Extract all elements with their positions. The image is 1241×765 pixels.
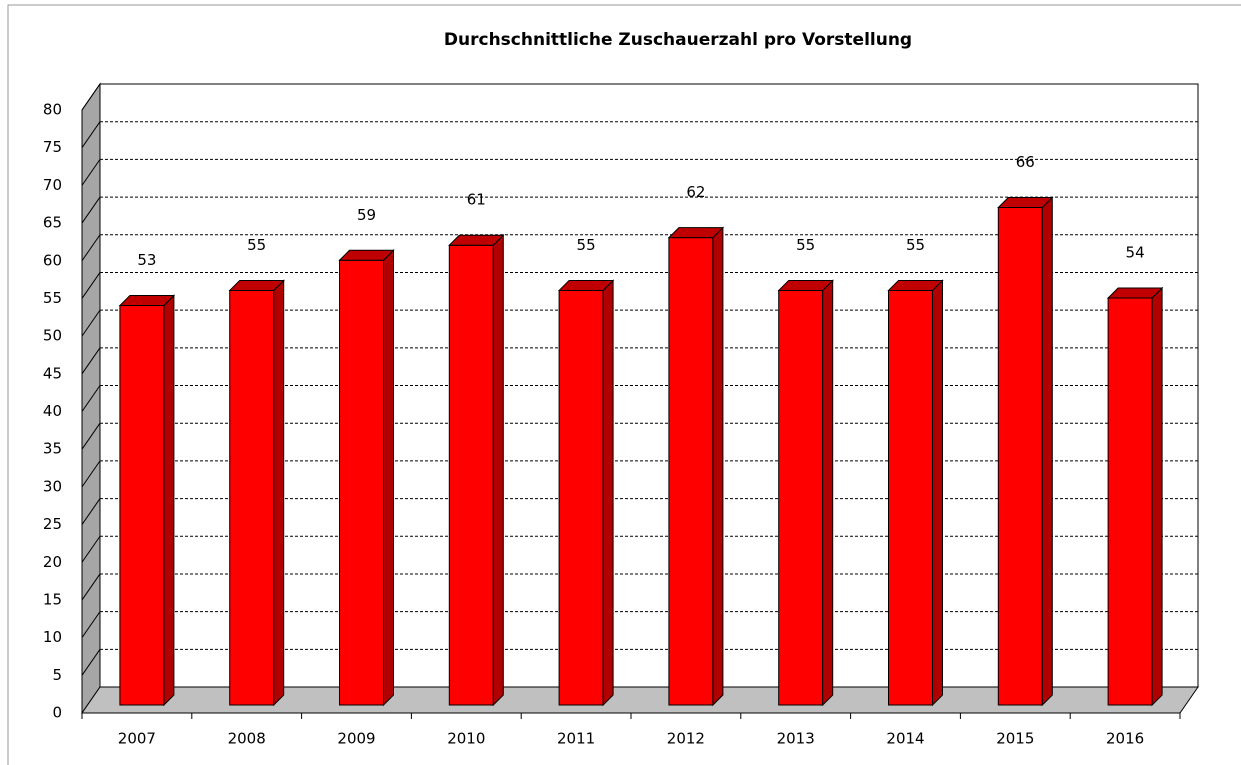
y-tick-label: 5 — [52, 666, 62, 684]
bar-face — [338, 249, 395, 261]
bar-face — [492, 234, 504, 707]
grid-line-side — [81, 234, 101, 262]
bar-face — [888, 289, 933, 706]
bar — [777, 279, 834, 707]
value-label: 55 — [247, 236, 266, 254]
y-tick-label: 50 — [43, 327, 62, 345]
grid-line-side — [81, 573, 101, 601]
bar-face — [448, 244, 494, 706]
grid-line-side — [81, 498, 101, 525]
value-label: 55 — [906, 236, 925, 254]
grid-line-side — [81, 196, 101, 224]
bar-face — [777, 279, 834, 291]
bar-face — [118, 295, 176, 307]
grid-line-side — [81, 83, 101, 111]
bar — [1106, 286, 1164, 707]
y-tick-label: 40 — [43, 402, 62, 420]
grid-line-side — [81, 535, 101, 563]
y-tick-label: 15 — [43, 590, 62, 608]
y-tick-label: 35 — [43, 440, 62, 458]
y-tick-label: 75 — [43, 138, 62, 156]
x-tick-label: 2013 — [777, 730, 815, 748]
value-label: 55 — [796, 236, 815, 254]
x-tick-label: 2007 — [118, 730, 156, 748]
bar-face — [558, 289, 604, 706]
bar-face — [997, 197, 1054, 209]
bar-face — [1107, 297, 1153, 706]
bar-face — [163, 294, 175, 707]
value-label: 61 — [467, 191, 486, 209]
bar-face — [1151, 286, 1163, 707]
bar-face — [1041, 196, 1053, 707]
grid-line-side — [81, 159, 101, 186]
bar-face — [557, 279, 615, 291]
grid-line-side — [81, 121, 101, 148]
bar — [338, 249, 395, 707]
bar-face — [273, 279, 285, 707]
y-tick-label: 10 — [43, 628, 62, 646]
grid-line-side — [81, 309, 101, 337]
bar-face — [602, 279, 614, 707]
x-tick-label: 2008 — [228, 730, 266, 748]
value-label: 53 — [137, 251, 156, 269]
grid-line-side — [81, 385, 101, 412]
x-tick-label: 2009 — [337, 730, 375, 748]
grid-line-side — [81, 611, 101, 638]
grid-line-side — [81, 460, 101, 488]
bar-face — [448, 234, 505, 246]
bar — [228, 279, 285, 707]
y-tick-label: 70 — [43, 176, 62, 194]
value-label: 54 — [1126, 243, 1145, 261]
bar-face — [667, 227, 725, 239]
frame — [7, 4, 1241, 765]
x-tick-label: 2010 — [447, 730, 485, 748]
bar-face — [383, 249, 394, 707]
grid-line-side — [81, 347, 101, 375]
bar-face — [119, 305, 165, 706]
x-tick-label: 2012 — [667, 730, 705, 748]
bar-face — [712, 226, 724, 707]
bar-face — [229, 289, 275, 706]
value-label: 62 — [686, 183, 705, 201]
bar — [448, 234, 505, 707]
bar-face — [778, 289, 824, 706]
value-label: 55 — [577, 236, 596, 254]
value-label: 59 — [357, 206, 376, 224]
y-tick-label: 55 — [43, 289, 62, 307]
y-tick-label: 30 — [43, 477, 62, 495]
chart-title: Durchschnittliche Zuschauerzahl pro Vors… — [444, 30, 912, 50]
x-tick-label: 2011 — [557, 730, 595, 748]
y-tick-label: 60 — [43, 251, 62, 269]
y-tick-label: 80 — [43, 101, 62, 119]
grid-line-side — [81, 272, 101, 299]
y-tick-label: 25 — [43, 515, 62, 533]
bar — [887, 279, 944, 707]
y-tick-label: 65 — [43, 214, 62, 232]
x-tick-label: 2016 — [1106, 730, 1144, 748]
bar-face — [228, 279, 285, 291]
x-tick-label: 2014 — [886, 730, 924, 748]
bar — [118, 294, 176, 707]
y-tick-label: 45 — [43, 364, 62, 382]
x-tick-label: 2015 — [996, 730, 1034, 748]
bar-face — [668, 237, 714, 706]
bar-face — [887, 279, 944, 291]
y-tick-label: 0 — [52, 704, 62, 722]
bar-face — [339, 259, 384, 706]
value-label: 66 — [1016, 153, 1035, 171]
bar-face — [997, 207, 1043, 706]
bar — [997, 196, 1054, 707]
bar — [557, 279, 615, 707]
bar-face — [932, 279, 943, 707]
grid-line-side — [81, 649, 101, 676]
bar-face — [1106, 287, 1164, 299]
grid-line-side — [81, 422, 101, 450]
y-tick-label: 20 — [43, 553, 62, 571]
bar — [667, 226, 725, 707]
bar-face — [822, 279, 834, 707]
